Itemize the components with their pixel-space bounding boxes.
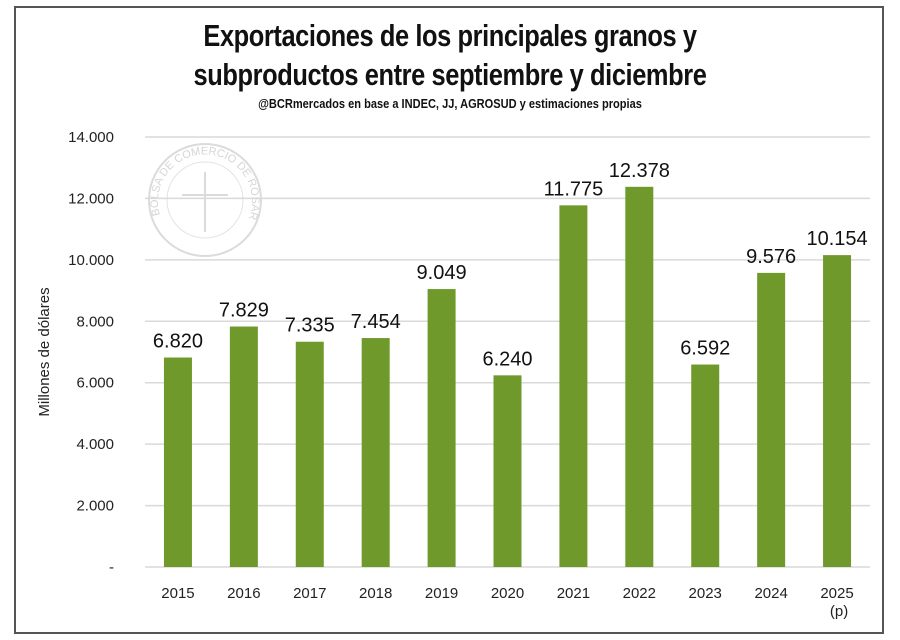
y-tick-label: 10.000 (68, 252, 114, 269)
x-tick-label: 2016 (227, 585, 260, 602)
data-label: 6.820 (153, 331, 203, 353)
y-tick-label: 4.000 (76, 436, 114, 453)
x-tick-label: 2018 (359, 585, 392, 602)
bar-2022 (625, 186, 654, 567)
data-label: 10.154 (806, 228, 867, 250)
x-tick-label: 2015 (161, 585, 194, 602)
y-tick-label: 8.000 (76, 313, 114, 330)
data-label: 12.378 (609, 160, 670, 182)
x-tick-label: 2025 (820, 585, 853, 602)
bar-2017 (295, 341, 324, 567)
bar-2023 (691, 364, 720, 567)
data-label: 6.592 (680, 338, 730, 360)
title-line-1: Exportaciones de los principales granos … (203, 18, 697, 53)
chart-subtitle: @BCRmercados en base a INDEC, JJ, AGROSU… (258, 96, 642, 111)
y-tick-label: 12.000 (68, 190, 114, 207)
bar-2015 (163, 357, 192, 567)
x-tick-label: 2022 (623, 585, 656, 602)
bar-2019 (427, 289, 456, 567)
y-tick-label: 6.000 (76, 375, 114, 392)
svg-text:BOLSA DE COMERCIO DE ROSARIO: BOLSA DE COMERCIO DE ROSARIO (0, 0, 261, 221)
x-tick-note: (p) (830, 603, 848, 620)
chart-title: Exportaciones de los principales granos … (81, 16, 819, 94)
data-label: 7.829 (219, 300, 269, 322)
watermark-logo: BOLSA DE COMERCIO DE ROSARIO (0, 0, 262, 257)
data-label: 6.240 (482, 348, 532, 370)
bar-2020 (493, 375, 522, 567)
y-tick-label: - (109, 559, 114, 576)
data-label: 11.775 (544, 178, 604, 200)
title-line-2: subproductos entre septiembre y diciembr… (193, 57, 707, 92)
x-tick-label: 2021 (557, 585, 590, 602)
bar-2016 (229, 326, 258, 567)
x-tick-label: 2017 (293, 585, 326, 602)
data-label: 9.576 (746, 246, 796, 268)
bar-2025 (823, 255, 852, 567)
data-label: 9.049 (417, 262, 467, 284)
y-tick-label: 14.000 (68, 129, 114, 146)
x-tick-label: 2020 (491, 585, 524, 602)
x-tick-label: 2023 (689, 585, 722, 602)
y-axis-label: Millones de dólares (36, 287, 53, 416)
bar-2024 (757, 272, 786, 567)
data-label: 7.335 (285, 315, 335, 337)
bar-2018 (361, 338, 390, 567)
y-tick-label: 2.000 (76, 498, 114, 515)
watermark-text: BOLSA DE COMERCIO DE ROSARIO (0, 0, 261, 221)
x-tick-label: 2024 (754, 585, 787, 602)
bar-2021 (559, 205, 588, 567)
x-tick-label: 2019 (425, 585, 458, 602)
data-label: 7.454 (351, 311, 401, 333)
chart-frame (14, 6, 884, 634)
